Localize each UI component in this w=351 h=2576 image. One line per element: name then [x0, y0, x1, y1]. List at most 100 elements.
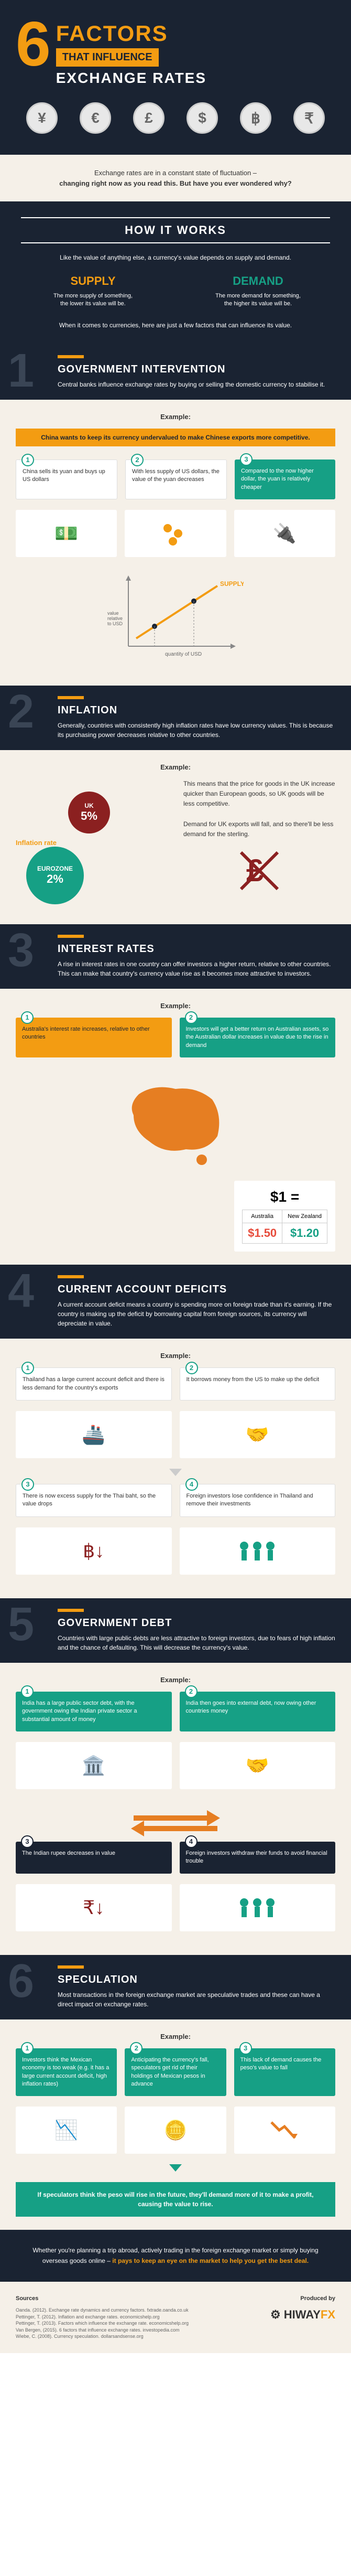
uk-inflation-circle: UK 5%: [68, 792, 110, 833]
handshake-icon: 🤝: [180, 1742, 336, 1789]
section-3-desc: A rise in interest rates in one country …: [58, 959, 335, 978]
section-4-header: 4 CURRENT ACCOUNT DEFICITS A current acc…: [0, 1265, 351, 1339]
section-2-desc: Generally, countries with consistently h…: [58, 721, 335, 740]
s6-example-label: Example:: [16, 2033, 335, 2040]
eurozone-inflation-circle: EUROZONE 2%: [26, 847, 84, 904]
sources-heading: Sources: [16, 2295, 218, 2303]
hiwayfx-logo: ⚙ HIWAYFX: [234, 2307, 335, 2323]
footer-text-b: it pays to keep an eye on the market to …: [112, 2257, 309, 2264]
baht-down-icon: ฿↓: [16, 1527, 172, 1575]
s2-example-label: Example:: [16, 763, 335, 771]
s3-card-2: Investors will get a better return on Au…: [186, 1026, 329, 1049]
s6-card-1: Investors think the Mexican economy is t…: [22, 2057, 109, 2087]
section-4-num: 4: [8, 1267, 34, 1314]
demand-text-b: the higher its value will be.: [224, 301, 292, 307]
hand-money-icon: 🤝: [180, 1411, 336, 1458]
coin-yen: ¥: [26, 102, 58, 134]
exchange-rate-box: $1 = AustraliaNew Zealand $1.50$1.20: [234, 1181, 335, 1252]
one-dollar-label: $1 =: [242, 1189, 327, 1205]
coin-rupee: ₹: [293, 102, 325, 134]
hero: 6 FACTORS THAT INFLUENCE EXCHANGE RATES …: [0, 0, 351, 155]
s5-card-1: India has a large public sector debt, wi…: [22, 1700, 137, 1723]
how-sub: Like the value of anything else, a curre…: [21, 254, 330, 261]
money-stack-icon: 💵: [16, 510, 117, 557]
s4-example-label: Example:: [16, 1352, 335, 1360]
section-2-header: 2 INFLATION Generally, countries with co…: [0, 686, 351, 750]
supply-text-a: The more supply of something,: [53, 293, 133, 299]
s5-card-4: Foreign investors withdraw their funds t…: [186, 1850, 327, 1864]
section-1-num: 1: [8, 347, 34, 394]
section-1-desc: Central banks influence exchange rates b…: [58, 380, 335, 389]
section-3-title: INTEREST RATES: [58, 943, 335, 955]
bidirectional-arrows-icon: [16, 1800, 335, 1842]
s3-card-1: Australia's interest rate increases, rel…: [22, 1026, 150, 1040]
s4-card-4: Foreign investors lose confidence in Tha…: [187, 1493, 313, 1507]
section-6-body: Example: 1Investors think the Mexican ec…: [0, 2019, 351, 2230]
nz-header: New Zealand: [282, 1210, 327, 1223]
investors-leave-icon: [180, 1884, 336, 1931]
svg-text:quantity of USD: quantity of USD: [165, 651, 202, 657]
source-line: Oanda. (2012). Exchange rate dynamics an…: [16, 2307, 218, 2314]
how-it-works: HOW IT WORKS Like the value of anything …: [0, 201, 351, 345]
intro: Exchange rates are in a constant state o…: [0, 155, 351, 201]
arrow-down-icon: [169, 2164, 182, 2172]
section-5-num: 5: [8, 1601, 34, 1648]
s5-card-3: The Indian rupee decreases in value: [22, 1850, 115, 1856]
source-line: Van Bergen, (2015). 6 factors that influ…: [16, 2327, 218, 2334]
s5-card-2: India then goes into external debt, now …: [186, 1700, 316, 1714]
infographic-page: 6 FACTORS THAT INFLUENCE EXCHANGE RATES …: [0, 0, 351, 2353]
section-6-num: 6: [8, 1958, 34, 2005]
section-6-title: SPECULATION: [58, 1974, 335, 1986]
section-1-title: GOVERNMENT INTERVENTION: [58, 364, 335, 376]
svg-text:valuerelativeto USD: valuerelativeto USD: [107, 611, 123, 626]
pound-crossed-icon: £: [183, 847, 335, 911]
s4-card-1: Thailand has a large current account def…: [23, 1376, 164, 1391]
inflation-rate-label: Inflation rate: [16, 839, 168, 847]
section-4-title: CURRENT ACCOUNT DEFICITS: [58, 1284, 335, 1296]
section-2-title: INFLATION: [58, 704, 335, 717]
s1-card-1: China sells its yuan and buys up US doll…: [23, 468, 105, 483]
hero-factors: FACTORS: [56, 21, 206, 46]
how-title: HOW IT WORKS: [21, 217, 330, 243]
coin-dollar: $: [187, 102, 218, 134]
s6-card-2: Anticipating the currency's fall, specul…: [131, 2057, 209, 2087]
section-3-body: Example: 1Australia's interest rate incr…: [0, 989, 351, 1265]
svg-text:SUPPLY: SUPPLY: [220, 580, 244, 587]
coin-baht: ฿: [240, 102, 271, 134]
section-5-desc: Countries with large public debts are le…: [58, 1633, 335, 1652]
supply-text-b: the lower its value will be.: [60, 301, 126, 307]
how-foot: When it comes to currencies, here are ju…: [21, 322, 330, 329]
s1-supply-chart: SUPPLY valuerelativeto USD quantity of U…: [16, 568, 335, 662]
s3-example-label: Example:: [16, 1002, 335, 1010]
demand-text-a: The more demand for something,: [215, 293, 301, 299]
s1-card-2: With less supply of US dollars, the valu…: [132, 468, 220, 483]
source-line: Pettinger, T. (2013). Factors which infl…: [16, 2320, 218, 2327]
coin-pound: £: [133, 102, 164, 134]
aus-rate: $1.50: [243, 1223, 282, 1244]
section-2-num: 2: [8, 688, 34, 735]
intro-line2: changing right now as you read this. But…: [59, 179, 292, 187]
arrow-down-icon: [169, 1469, 182, 1476]
section-5-title: GOVERNMENT DEBT: [58, 1617, 335, 1629]
hero-exchange-rates: EXCHANGE RATES: [56, 70, 206, 87]
section-6-desc: Most transactions in the foreign exchang…: [58, 1990, 335, 2009]
hero-that-influence: THAT INFLUENCE: [56, 48, 159, 67]
s4-card-2: It borrows money from the US to make up …: [187, 1376, 320, 1383]
coin-euro: €: [80, 102, 111, 134]
s2-text-2: Demand for UK exports will fall, and so …: [183, 819, 335, 839]
section-6-header: 6 SPECULATION Most transactions in the f…: [0, 1955, 351, 2019]
section-1-header: 1 GOVERNMENT INTERVENTION Central banks …: [0, 345, 351, 400]
demand-label: DEMAND: [186, 274, 330, 288]
section-3-header: 3 INTEREST RATES A rise in interest rate…: [0, 924, 351, 989]
down-trend-icon: [234, 2107, 335, 2154]
section-3-num: 3: [8, 927, 34, 974]
plug-icon: 🔌: [234, 510, 335, 557]
ship-icon: 🚢: [16, 1411, 172, 1458]
people-leaving-icon: [180, 1527, 336, 1575]
hero-number: 6: [16, 16, 51, 72]
buildings-icon: 🏛️: [16, 1742, 172, 1789]
s2-text-1: This means that the price for goods in t…: [183, 779, 335, 809]
nz-rate: $1.20: [282, 1223, 327, 1244]
s1-example-label: Example:: [16, 413, 335, 421]
coin-row: ¥ € £ $ ฿ ₹: [16, 102, 335, 134]
